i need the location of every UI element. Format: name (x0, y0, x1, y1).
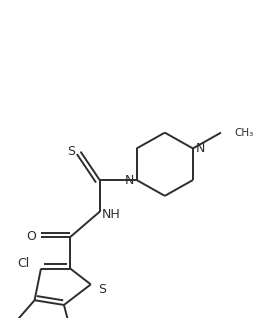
Text: N: N (125, 174, 134, 187)
Text: CH₃: CH₃ (235, 128, 254, 137)
Text: O: O (26, 230, 36, 243)
Text: S: S (99, 283, 107, 296)
Text: S: S (67, 145, 75, 158)
Text: NH: NH (102, 208, 121, 221)
Text: Cl: Cl (17, 257, 29, 270)
Text: N: N (196, 142, 205, 155)
